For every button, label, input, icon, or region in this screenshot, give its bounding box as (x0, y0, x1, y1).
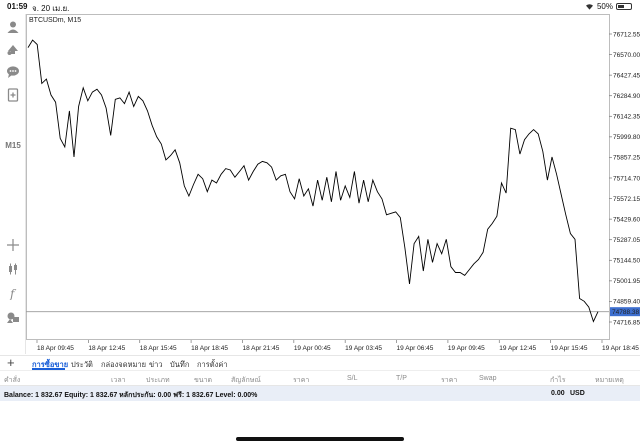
candlestick-icon[interactable] (4, 260, 22, 278)
time-tick-label: 18 Apr 12:45 (88, 345, 125, 352)
terminal-tabs: + การซื้อขาย ประวัติ กล่องจดหมาย ข่าว บั… (0, 355, 640, 370)
tab-mailbox[interactable]: กล่องจดหมาย (101, 360, 147, 369)
chart-canvas[interactable]: BTCUSDm, M15 76712.55 76570.00 76427.45 762… (26, 14, 640, 355)
balance-row: Balance: 1 832.67 Equity: 1 832.67 หลักป… (0, 386, 640, 401)
col-comment: หมายเหตุ (595, 377, 624, 384)
objects-icon[interactable] (4, 308, 22, 326)
price-tick-label: 74859.40 (613, 299, 640, 306)
function-icon[interactable]: f (4, 284, 22, 302)
price-tick-label: 76427.45 (613, 72, 640, 79)
active-tab-indicator (32, 368, 65, 370)
col-profit: กำไร (550, 377, 566, 384)
tab-trade[interactable]: การซื้อขาย (32, 360, 69, 369)
balance-summary: Balance: 1 832.67 Equity: 1 832.67 หลักป… (4, 392, 258, 399)
price-tick-label: 76284.90 (613, 93, 640, 100)
crosshair-icon[interactable] (4, 236, 22, 254)
battery-percent: 50% (596, 2, 613, 11)
timeframe-button[interactable]: M15 (5, 141, 21, 150)
time-tick-label: 18 Apr 15:45 (140, 345, 177, 352)
price-tick-label: 75572.15 (613, 196, 640, 203)
status-right: 50% (585, 2, 632, 11)
col-swap: Swap (479, 375, 497, 382)
price-tick-label: 75287.05 (613, 237, 640, 244)
chart-symbol: BTCUSDm, M15 (29, 17, 81, 24)
col-tp: T/P (396, 375, 407, 382)
price-tick-label: 76142.35 (613, 114, 640, 121)
time-tick-label: 19 Apr 03:45 (345, 345, 382, 352)
current-price-tag (610, 307, 640, 317)
price-tick-label: 75999.80 (613, 134, 640, 141)
time-tick-label: 19 Apr 15:45 (551, 345, 588, 352)
price-chart[interactable]: BTCUSDm, M15 76712.55 76570.00 76427.45 762… (26, 14, 640, 355)
add-tab-button[interactable]: + (7, 355, 15, 370)
time-tick-label: 18 Apr 21:45 (242, 345, 279, 352)
col-type: ประเภท (146, 377, 170, 384)
chat-icon[interactable] (4, 63, 22, 81)
time-tick-label: 19 Apr 09:45 (448, 345, 485, 352)
price-series-line (27, 39, 599, 323)
price-axis: 76712.55 76570.00 76427.45 76284.90 76142.35… (609, 31, 640, 326)
status-bar: 01:59 จ. 20 เม.ย. 50% (0, 0, 640, 14)
col-current-price: ราคา (441, 377, 458, 384)
price-tick-label: 75001.95 (613, 278, 640, 285)
chart-toolbar: M15 f (0, 14, 26, 354)
price-tick-label: 76570.00 (613, 52, 640, 59)
tab-journal[interactable]: บันทึก (170, 360, 190, 369)
price-tick-label: 74716.85 (613, 319, 640, 326)
time-tick-label: 18 Apr 09:45 (37, 345, 74, 352)
price-tick-label: 75714.70 (613, 175, 640, 182)
account-icon[interactable] (4, 18, 22, 36)
col-price: ราคา (293, 377, 310, 384)
price-tick-label: 75857.25 (613, 155, 640, 162)
time-tick-label: 19 Apr 06:45 (397, 345, 434, 352)
trade-icon[interactable] (4, 40, 22, 58)
col-sl: S/L (347, 375, 358, 382)
col-volume: ขนาด (194, 377, 213, 384)
price-tick-label: 76712.55 (613, 31, 640, 38)
price-tick-label: 75144.50 (613, 258, 640, 265)
col-time: เวลา (111, 377, 126, 384)
home-indicator (236, 437, 404, 441)
tab-settings[interactable]: การตั้งค่า (197, 360, 228, 369)
time-tick-label: 19 Apr 18:45 (602, 345, 639, 352)
account-currency: USD (570, 390, 585, 397)
time-tick-label: 19 Apr 12:45 (499, 345, 536, 352)
time-tick-label: 19 Apr 00:45 (294, 345, 331, 352)
time-tick-label: 18 Apr 18:45 (191, 345, 228, 352)
col-order: คำสั่ง (4, 377, 21, 384)
add-document-icon[interactable] (4, 86, 22, 104)
battery-icon (616, 3, 632, 10)
total-profit: 0.00 (551, 390, 565, 397)
tab-history[interactable]: ประวัติ (71, 360, 93, 369)
svg-text:f: f (9, 287, 17, 300)
price-tick-label: 75429.60 (613, 216, 640, 223)
plot-frame (26, 14, 610, 340)
trade-table-header: คำสั่ง เวลา ประเภท ขนาด สัญลักษณ์ ราคา S… (0, 370, 640, 386)
wifi-icon (585, 4, 593, 10)
col-symbol: สัญลักษณ์ (231, 377, 261, 384)
current-price-label: 74788.38 (612, 309, 639, 316)
date: จ. 20 เม.ย. (32, 4, 70, 13)
tab-news[interactable]: ข่าว (149, 360, 163, 369)
time-axis: 18 Apr 09:45 18 Apr 12:45 18 Apr 15:45 18 A… (36, 340, 639, 352)
clock: 01:59 (7, 2, 28, 11)
